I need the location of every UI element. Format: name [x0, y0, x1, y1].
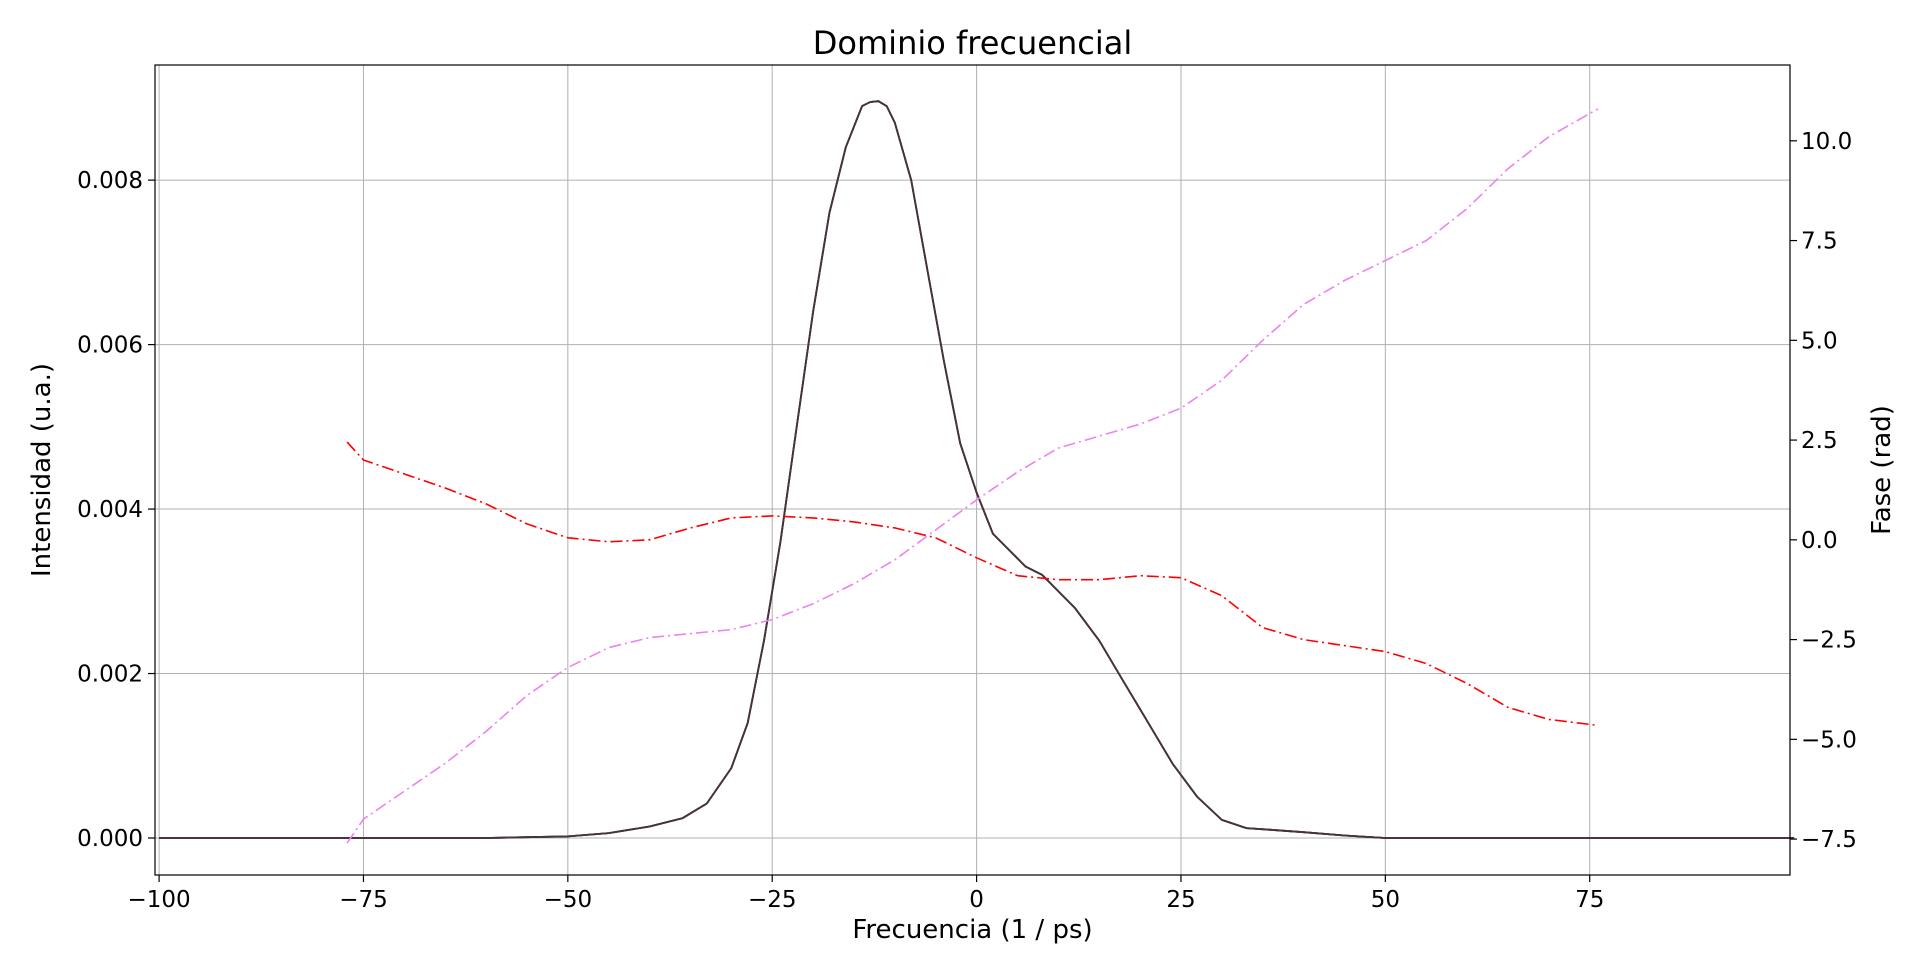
x-axis-label: Frecuencia (1 / ps): [852, 915, 1092, 945]
y2-tick-label: 0.0: [1801, 528, 1838, 554]
y-tick-label: 0.006: [77, 333, 143, 359]
series-line-5: [346, 108, 1599, 844]
x-tick-label: −50: [544, 887, 593, 913]
x-tick-label: 25: [1166, 887, 1195, 913]
y2-tick-label: 5.0: [1801, 328, 1838, 354]
y2-tick-label: −7.5: [1801, 827, 1857, 853]
y-tick-label: 0.000: [77, 826, 143, 852]
grid-lines: [155, 65, 1790, 875]
axis-ticks: −100 −75 −50 −25 0 25 50 75 0.000 0.002 0.004 0.006…: [77, 129, 1857, 913]
x-tick-label: 75: [1575, 887, 1604, 913]
y-tick-label: 0.004: [77, 497, 143, 523]
y2-tick-label: −5.0: [1801, 727, 1857, 753]
y-tick-label: 0.008: [77, 168, 143, 194]
chart-title: Dominio frecuencial: [813, 24, 1132, 62]
x-tick-label: 0: [969, 887, 984, 913]
series-lines: [159, 100, 1795, 844]
y2-tick-label: −2.5: [1801, 628, 1857, 654]
y-tick-label: 0.002: [77, 662, 143, 688]
x-tick-label: −25: [748, 887, 797, 913]
y2-tick-label: 10.0: [1801, 129, 1852, 155]
x-tick-label: −100: [128, 887, 191, 913]
y-axis-label: Intensidad (u.a.): [27, 363, 57, 577]
series-line-4: [346, 441, 1598, 727]
plot-frame: [154, 64, 1791, 876]
y2-tick-label: 7.5: [1801, 229, 1838, 255]
y2-axis-label: Fase (rad): [1867, 405, 1897, 535]
x-tick-label: 50: [1371, 887, 1400, 913]
y2-tick-label: 2.5: [1801, 428, 1838, 454]
x-tick-label: −75: [339, 887, 388, 913]
series-line-3: [159, 100, 1795, 839]
